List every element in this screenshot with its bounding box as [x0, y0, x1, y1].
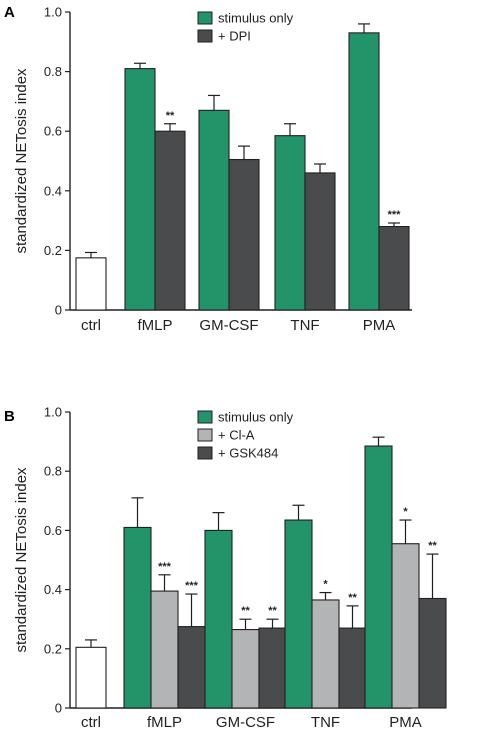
- significance-marker: ***: [158, 561, 172, 573]
- panel-label: B: [4, 408, 15, 425]
- bar-fmlp-series-1: [154, 130, 186, 311]
- legend: stimulus only + DPI: [197, 11, 294, 44]
- legend-swatch: [197, 410, 213, 424]
- y-tick-label: 1.0: [44, 405, 62, 420]
- legend: stimulus only + Cl-A + GSK484: [197, 410, 294, 461]
- legend-label: + DPI: [218, 29, 251, 44]
- legend-swatch: [197, 446, 213, 460]
- y-tick-label: 0.6: [44, 124, 62, 139]
- significance-marker: *: [323, 579, 328, 591]
- significance-marker: ***: [388, 209, 402, 221]
- bar-gm-csf-series-0: [204, 529, 233, 709]
- significance-marker: **: [241, 605, 250, 617]
- bar-fmlp-series-0: [123, 526, 152, 709]
- y-tick-label: 0.8: [44, 64, 62, 79]
- x-tick-label: TNF: [290, 317, 319, 334]
- bar-ctrl: [75, 257, 107, 311]
- legend-label: stimulus only: [218, 410, 294, 425]
- y-tick-label: 0.2: [44, 641, 62, 656]
- legend-swatch: [197, 29, 213, 43]
- bar-fmlp-series-2: [177, 626, 206, 709]
- bar-tnf-series-0: [274, 135, 306, 311]
- y-tick-label: 0: [55, 701, 62, 716]
- panel-label: A: [4, 4, 15, 21]
- bar-tnf-series-1: [311, 599, 340, 709]
- significance-marker: **: [428, 540, 437, 552]
- bar-tnf-series-0: [284, 519, 313, 709]
- x-tick-label-ctrl: ctrl: [81, 317, 101, 334]
- x-tick-label: PMA: [389, 714, 422, 731]
- bar-gm-csf-series-1: [228, 158, 260, 311]
- x-tick-label: fMLP: [147, 714, 182, 731]
- bar-gm-csf-series-0: [198, 109, 230, 311]
- x-tick-label: GM-CSF: [199, 317, 258, 334]
- bar-pma-series-1: [378, 226, 410, 311]
- y-axis-label: standardized NETosis index: [13, 467, 30, 653]
- y-tick-label: 1.0: [44, 5, 62, 20]
- legend-label: stimulus only: [218, 11, 294, 26]
- bar-fmlp-series-1: [150, 590, 179, 709]
- bar-pma-series-0: [364, 445, 393, 709]
- bar-pma-series-1: [391, 543, 420, 709]
- bar-tnf-series-1: [304, 172, 336, 311]
- y-tick-label: 0: [55, 303, 62, 318]
- y-tick-label: 0.8: [44, 464, 62, 479]
- legend-swatch: [197, 428, 213, 442]
- y-tick-label: 0.4: [44, 582, 62, 597]
- bar-gm-csf-series-2: [258, 627, 287, 709]
- bar-fmlp-series-0: [124, 68, 156, 311]
- x-tick-label: PMA: [363, 317, 396, 334]
- legend-swatch: [197, 11, 213, 25]
- legend-label: + Cl-A: [218, 428, 255, 443]
- significance-marker: **: [166, 110, 175, 122]
- bar-tnf-series-2: [338, 627, 367, 709]
- bar-ctrl: [75, 646, 107, 709]
- significance-marker: ***: [185, 580, 199, 592]
- y-tick-label: 0.2: [44, 243, 62, 258]
- x-tick-label-ctrl: ctrl: [81, 714, 101, 731]
- significance-marker: **: [268, 605, 277, 617]
- bar-gm-csf-series-1: [231, 629, 260, 709]
- y-tick-label: 0.4: [44, 183, 62, 198]
- significance-marker: *: [403, 506, 408, 518]
- x-tick-label: GM-CSF: [216, 714, 275, 731]
- y-tick-label: 0.6: [44, 523, 62, 538]
- bar-pma-series-0: [348, 32, 380, 311]
- x-tick-label: fMLP: [137, 317, 172, 334]
- y-axis-label: standardized NETosis index: [13, 68, 30, 254]
- x-tick-label: TNF: [311, 714, 340, 731]
- significance-marker: **: [348, 592, 357, 604]
- legend-label: + GSK484: [218, 446, 278, 461]
- bar-pma-series-2: [418, 597, 447, 709]
